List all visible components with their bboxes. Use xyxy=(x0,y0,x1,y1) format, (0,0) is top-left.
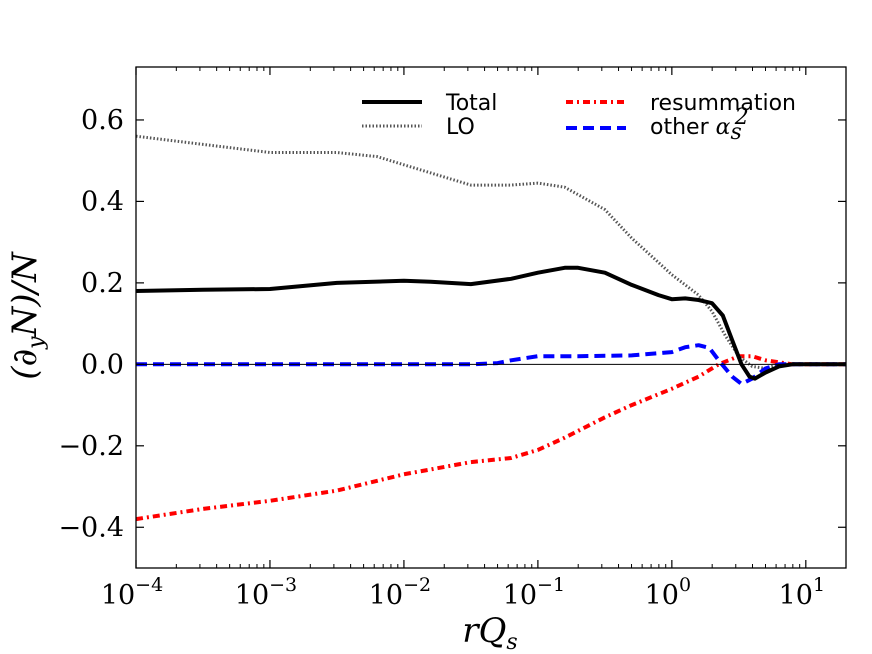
series-line-resummation xyxy=(135,354,846,522)
legend-entry-other: other αs2 xyxy=(566,105,749,145)
series-line-other xyxy=(136,343,846,386)
series-line-lo xyxy=(135,134,846,370)
x-tick-base: 10 xyxy=(101,580,135,611)
x-tick-label: 101 xyxy=(779,574,825,611)
series-line-total xyxy=(135,265,846,381)
x-tick-base: 10 xyxy=(235,580,269,611)
x-tick-base: 10 xyxy=(503,580,537,611)
legend-math-sup: 2 xyxy=(734,105,749,130)
legend-label-other: other αs2 xyxy=(650,105,749,145)
y-tick-label: −0.2 xyxy=(58,431,124,462)
plot-frame xyxy=(135,66,847,569)
y-tick-label: −0.4 xyxy=(58,512,124,543)
legend-math-sub: s xyxy=(730,120,741,145)
legend: Total LO resummation other αs2 xyxy=(362,91,796,145)
legend-entry-lo: LO xyxy=(362,115,475,140)
legend-entry-total: Total xyxy=(362,91,497,116)
x-tick-label: 10−3 xyxy=(235,574,297,611)
series-layer xyxy=(135,134,846,522)
x-tick-base: 10 xyxy=(779,580,813,611)
legend-label-resummation: resummation xyxy=(650,91,796,116)
y-tick-label: 0.6 xyxy=(81,105,124,136)
x-tick-exponent: −2 xyxy=(403,574,431,596)
x-tick-exponent: 1 xyxy=(813,574,825,596)
x-tick-exponent: −4 xyxy=(135,574,163,596)
x-tick-label: 10−2 xyxy=(369,574,431,611)
y-tick-label: 0.2 xyxy=(81,268,124,299)
x-tick-exponent: −3 xyxy=(269,574,297,596)
legend-label-other-text: other xyxy=(650,115,710,140)
y-tick-label: 0.4 xyxy=(81,186,124,217)
legend-label-lo: LO xyxy=(446,115,475,140)
y-tick-label: 0.0 xyxy=(81,349,124,380)
x-tick-label: 10−1 xyxy=(503,574,565,611)
legend-entry-resummation: resummation xyxy=(566,91,796,116)
x-tick-base: 10 xyxy=(645,580,679,611)
legend-label-total: Total xyxy=(445,91,497,116)
legend-math-alpha: α xyxy=(716,115,731,140)
x-tick-label: 10−4 xyxy=(101,574,163,611)
x-tick-label: 100 xyxy=(645,574,691,611)
x-tick-exponent: 0 xyxy=(679,574,691,596)
tick-layer: 0.60.40.20.0−0.2−0.410−4 10−3 10−2 10−1 100 1… xyxy=(58,67,846,611)
x-tick-base: 10 xyxy=(369,580,403,611)
x-tick-exponent: −1 xyxy=(537,574,565,596)
y-axis-label: (∂yN)/N xyxy=(5,251,49,380)
